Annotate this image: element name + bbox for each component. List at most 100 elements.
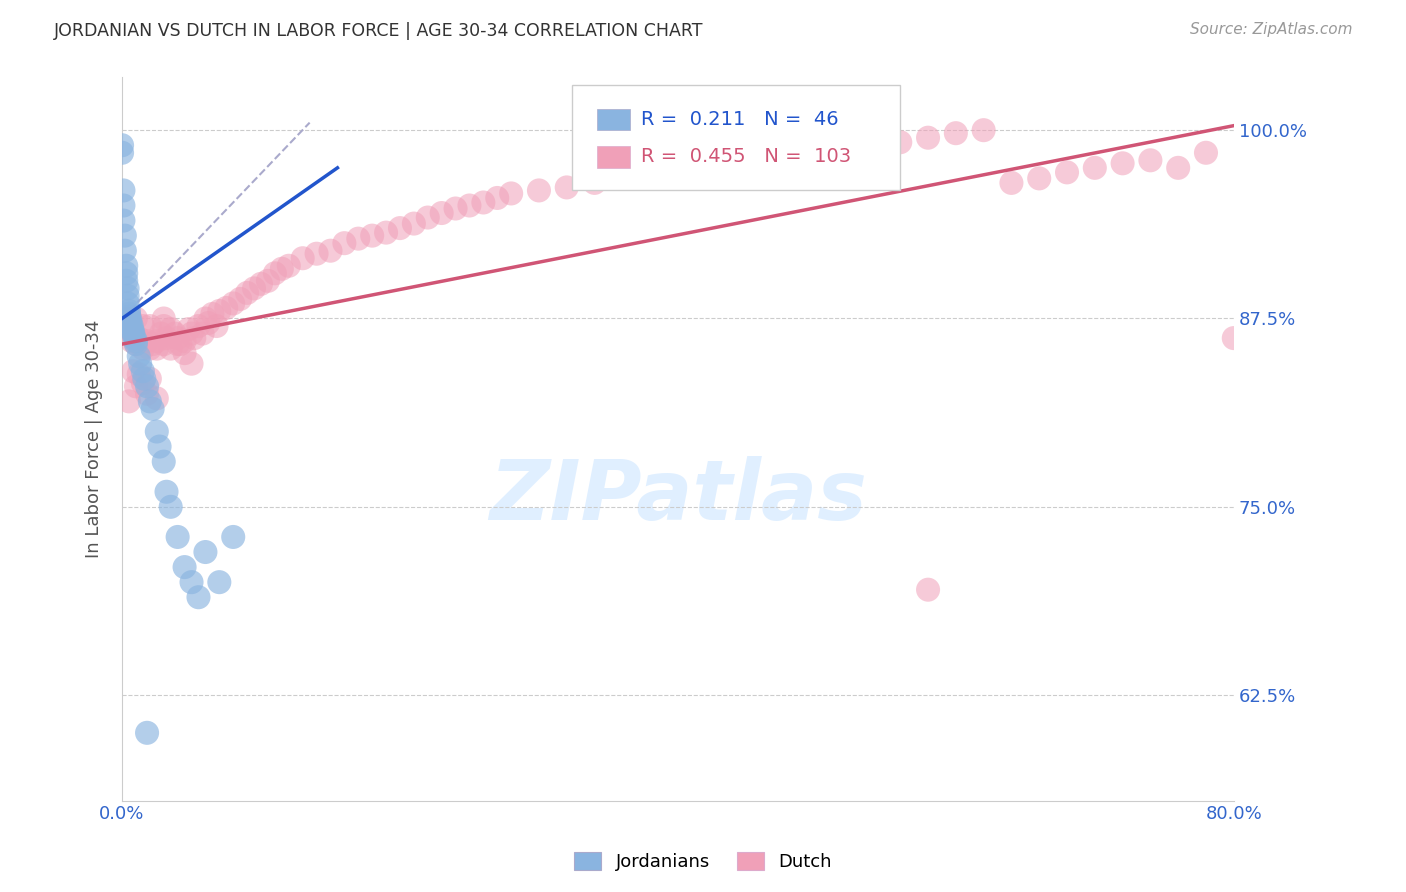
Point bbox=[243, 281, 266, 295]
Point bbox=[257, 274, 280, 288]
Text: Source: ZipAtlas.com: Source: ZipAtlas.com bbox=[1189, 22, 1353, 37]
Point bbox=[139, 319, 162, 334]
Text: R =  0.455   N =  103: R = 0.455 N = 103 bbox=[641, 147, 852, 167]
Point bbox=[416, 211, 439, 225]
Point bbox=[486, 191, 509, 205]
FancyBboxPatch shape bbox=[596, 146, 630, 168]
Point bbox=[183, 331, 205, 345]
Point bbox=[115, 266, 138, 280]
Point bbox=[191, 326, 214, 341]
Point bbox=[142, 401, 165, 416]
Point bbox=[136, 334, 159, 348]
Point bbox=[129, 357, 152, 371]
Point bbox=[132, 342, 155, 356]
Point bbox=[117, 281, 139, 295]
Point bbox=[136, 387, 159, 401]
Point bbox=[146, 425, 169, 439]
Point bbox=[122, 325, 145, 339]
Point bbox=[695, 161, 717, 175]
Point bbox=[152, 455, 174, 469]
Point bbox=[112, 213, 135, 227]
Legend: Jordanians, Dutch: Jordanians, Dutch bbox=[567, 846, 839, 879]
Point bbox=[146, 334, 169, 348]
Point bbox=[201, 307, 224, 321]
Point bbox=[122, 326, 145, 341]
Point bbox=[236, 285, 259, 300]
Point bbox=[270, 261, 292, 276]
Point bbox=[229, 292, 252, 306]
Point bbox=[527, 183, 550, 197]
Point bbox=[778, 150, 800, 164]
Text: R =  0.211   N =  46: R = 0.211 N = 46 bbox=[641, 110, 839, 128]
Point bbox=[139, 394, 162, 409]
Point bbox=[319, 244, 342, 258]
Point bbox=[125, 379, 148, 393]
Point bbox=[834, 141, 856, 155]
Point bbox=[638, 169, 661, 183]
Point bbox=[125, 334, 148, 348]
Point bbox=[159, 342, 181, 356]
Point bbox=[333, 236, 356, 251]
FancyBboxPatch shape bbox=[596, 109, 630, 130]
Point bbox=[666, 165, 689, 179]
Point bbox=[128, 331, 150, 345]
Point bbox=[208, 304, 231, 318]
Point bbox=[125, 311, 148, 326]
Point bbox=[973, 123, 995, 137]
Point bbox=[115, 274, 138, 288]
Point bbox=[444, 202, 467, 216]
Point bbox=[889, 135, 911, 149]
Point bbox=[118, 310, 141, 324]
Point bbox=[125, 337, 148, 351]
Point bbox=[173, 560, 195, 574]
Point bbox=[583, 176, 606, 190]
Point bbox=[148, 440, 170, 454]
Point bbox=[187, 591, 209, 605]
Point bbox=[264, 266, 287, 280]
Point bbox=[1000, 176, 1022, 190]
Point bbox=[1223, 331, 1246, 345]
Point bbox=[215, 301, 238, 315]
Point bbox=[375, 226, 398, 240]
Point bbox=[166, 530, 188, 544]
Point bbox=[197, 316, 219, 330]
Point bbox=[180, 575, 202, 590]
Point bbox=[112, 183, 135, 197]
Point bbox=[120, 316, 142, 330]
Point bbox=[118, 322, 141, 336]
Point bbox=[121, 322, 143, 336]
Point bbox=[142, 337, 165, 351]
Text: ZIPatlas: ZIPatlas bbox=[489, 457, 868, 537]
Point bbox=[114, 319, 136, 334]
Point bbox=[118, 311, 141, 326]
Point bbox=[180, 326, 202, 341]
Point bbox=[222, 296, 245, 310]
Point bbox=[132, 319, 155, 334]
Point bbox=[146, 392, 169, 406]
Point bbox=[122, 364, 145, 378]
Point bbox=[806, 145, 828, 160]
Point bbox=[458, 198, 481, 212]
Point bbox=[222, 530, 245, 544]
Point bbox=[187, 319, 209, 334]
Point bbox=[111, 138, 134, 153]
Point bbox=[166, 337, 188, 351]
Point bbox=[1028, 171, 1050, 186]
Point bbox=[132, 376, 155, 391]
Point bbox=[115, 259, 138, 273]
Point bbox=[117, 311, 139, 326]
Point bbox=[1167, 161, 1189, 175]
Point bbox=[121, 334, 143, 348]
Point bbox=[205, 319, 228, 334]
Point bbox=[347, 232, 370, 246]
Point bbox=[472, 195, 495, 210]
Point bbox=[155, 484, 177, 499]
Point bbox=[134, 372, 156, 386]
Point bbox=[862, 138, 884, 153]
Point bbox=[749, 153, 772, 168]
Point bbox=[163, 326, 186, 341]
Point bbox=[1084, 161, 1107, 175]
Point bbox=[117, 289, 139, 303]
Point bbox=[402, 217, 425, 231]
Point bbox=[124, 331, 146, 345]
